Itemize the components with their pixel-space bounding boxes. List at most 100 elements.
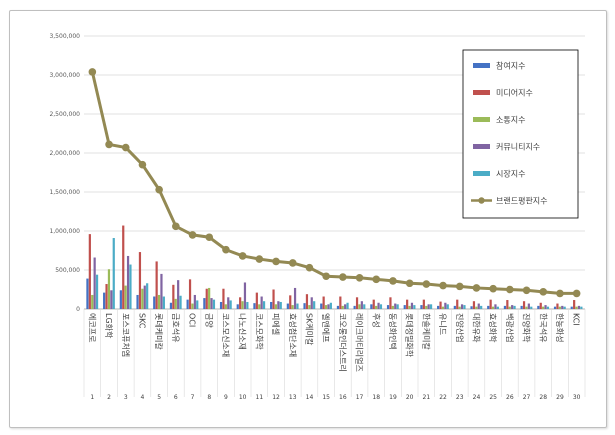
rank-label: 8 [207, 394, 211, 401]
rank-label: 17 [356, 394, 364, 401]
category-label: SKC [137, 313, 146, 329]
bar [546, 306, 550, 309]
bar [162, 296, 165, 309]
bar [425, 305, 428, 309]
bar [327, 304, 330, 309]
bar [575, 306, 578, 309]
brand-index-point [155, 185, 163, 194]
bar [487, 305, 490, 309]
bar [456, 299, 459, 309]
bar [191, 303, 194, 309]
bar [236, 304, 239, 309]
category-label: 한솔케미칼 [421, 313, 430, 350]
bar [503, 305, 507, 309]
bar [558, 306, 561, 309]
bar [103, 292, 106, 309]
brand-index-point [105, 140, 113, 149]
bar [355, 297, 359, 309]
category-label: 코스모화학 [254, 313, 264, 350]
bar [91, 294, 94, 309]
rank-label: 14 [306, 394, 314, 401]
bar [243, 282, 247, 309]
category-label: 금양 [204, 313, 213, 328]
bar [179, 295, 182, 309]
bar [93, 257, 96, 309]
brand-index-point [572, 289, 581, 298]
bar [386, 305, 390, 309]
bar [472, 301, 476, 309]
bar [229, 300, 232, 309]
category-label: 포스코퓨처엠 [121, 313, 131, 357]
bar [370, 304, 373, 309]
bar [573, 300, 576, 309]
bar [403, 305, 406, 309]
rank-label: 27 [523, 394, 531, 401]
category-label: 진양산업 [455, 313, 465, 342]
bar [203, 298, 206, 309]
bar [241, 301, 244, 309]
bar [308, 305, 311, 309]
bar [377, 302, 380, 309]
brand-index-point [389, 277, 397, 285]
bar [508, 306, 511, 309]
category-label: 진양화학 [522, 313, 532, 343]
brand-index-point [556, 289, 564, 298]
rank-label: 7 [191, 394, 195, 401]
bar [208, 287, 211, 309]
bar [146, 283, 149, 309]
rank-label: 25 [489, 394, 497, 401]
bar [406, 299, 409, 309]
bar [193, 294, 196, 309]
bar [360, 301, 363, 309]
brand-index-point [539, 288, 548, 296]
bar [344, 304, 347, 309]
brand-index-point [355, 274, 364, 282]
bar [119, 290, 122, 309]
bar [160, 273, 163, 309]
bar [511, 305, 514, 309]
bar [506, 300, 509, 309]
legend-swatch [473, 90, 490, 95]
bar [463, 305, 466, 309]
brand-index-point [322, 272, 330, 281]
rank-label: 28 [539, 394, 547, 401]
y-tick-label: 500,000 [55, 267, 80, 274]
bar [379, 304, 383, 309]
rank-label: 22 [439, 394, 447, 401]
y-tick-label: 1,500,000 [49, 189, 80, 196]
bar [329, 302, 332, 309]
rank-label: 18 [372, 394, 380, 401]
bar [372, 299, 375, 309]
bar [296, 303, 299, 309]
bar [460, 304, 464, 309]
bar [441, 306, 445, 309]
bar [544, 305, 547, 309]
bar [169, 302, 173, 309]
bar [210, 298, 213, 309]
brand-index-point [272, 257, 280, 266]
category-label: 롯데정밀화학 [405, 313, 415, 358]
bar [520, 305, 523, 309]
brand-index-point [422, 280, 431, 288]
bar [174, 298, 177, 309]
bar [375, 305, 378, 309]
rank-label: 10 [239, 394, 247, 401]
chart-frame [9, 10, 607, 428]
rank-label: 5 [157, 394, 161, 401]
bar [491, 306, 495, 309]
brand-index-point [138, 160, 147, 169]
rank-label: 23 [456, 394, 464, 401]
category-label: 대한유화 [471, 313, 480, 343]
bar [408, 305, 411, 309]
bar [305, 294, 309, 309]
legend-swatch [473, 144, 490, 149]
bar [513, 305, 516, 309]
category-label: 코스모신소재 [221, 313, 230, 357]
legend-label: 참여지수 [496, 61, 525, 71]
bar [339, 296, 342, 309]
bar [286, 303, 289, 309]
brand-index-point [121, 143, 130, 152]
legend-label: 소통지수 [496, 116, 525, 125]
bar [110, 290, 113, 309]
bar [272, 289, 275, 309]
